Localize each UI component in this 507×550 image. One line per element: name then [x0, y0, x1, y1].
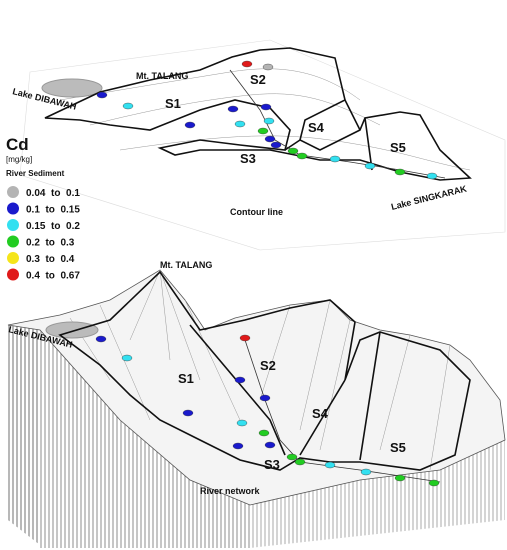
sample-point [97, 92, 107, 98]
sample-point [264, 118, 274, 124]
sample-point [365, 163, 375, 169]
sample-point [261, 104, 271, 110]
subcatchment-label: S2 [250, 72, 266, 87]
sample-point [122, 355, 132, 361]
legend-swatch [7, 203, 19, 215]
subcatchment-label: S4 [308, 120, 325, 135]
lake [42, 79, 102, 97]
sample-point [240, 335, 250, 341]
sample-point [185, 122, 195, 128]
mountain-label: Mt. TALANG [160, 260, 212, 270]
sample-point [123, 103, 133, 109]
subcatchment-label: S3 [240, 151, 256, 166]
legend-swatch [7, 269, 19, 281]
sample-point [96, 336, 106, 342]
sample-point [242, 61, 252, 67]
subcatchment-label: S5 [390, 440, 406, 455]
legend-label: 0.4 to 0.67 [26, 271, 80, 282]
subcatchment-label: S5 [390, 140, 406, 155]
legend-title: Cd [6, 135, 29, 154]
legend-unit: [mg/kg] [6, 155, 32, 164]
map-caption: Contour line [230, 207, 283, 217]
subcatchment-label: S3 [264, 457, 280, 472]
sample-point [429, 480, 439, 486]
sample-point [228, 106, 238, 112]
sample-point [427, 173, 437, 179]
sample-point [233, 443, 243, 449]
legend-label: 0.1 to 0.15 [26, 205, 80, 216]
legend-label: 0.2 to 0.3 [26, 238, 75, 249]
sample-point [265, 442, 275, 448]
sample-point [235, 121, 245, 127]
legend-subtitle: River Sediment [6, 169, 65, 178]
subcatchment-label: S4 [312, 406, 329, 421]
sample-point [395, 475, 405, 481]
legend-swatch [7, 252, 19, 264]
legend-swatch [7, 236, 19, 248]
sample-point [288, 148, 298, 154]
sample-point [265, 136, 275, 142]
sample-point [295, 459, 305, 465]
sample-point [235, 377, 245, 383]
map-caption: River network [200, 486, 261, 496]
legend-label: 0.3 to 0.4 [26, 254, 75, 265]
sample-point [287, 454, 297, 460]
legend-swatch [7, 186, 19, 198]
block-side [8, 325, 40, 545]
sample-point [259, 430, 269, 436]
sample-point [325, 462, 335, 468]
terrain-block: Mt. TALANG S1 S2 S3 S4 S5 Lake DIBAWAH R… [8, 260, 505, 548]
figure: Mt. TALANG S2 S1 S3 S4 S5 Lake DIBAWAH L… [0, 0, 507, 550]
mountain-label: Mt. TALANG [136, 71, 188, 81]
legend-swatch [7, 219, 19, 231]
sample-point [263, 64, 273, 70]
sample-point [271, 142, 281, 148]
legend-label: 0.04 to 0.1 [26, 188, 80, 199]
sample-point [297, 153, 307, 159]
sample-point [237, 420, 247, 426]
subcatchment-label: S1 [178, 371, 194, 386]
sample-point [258, 128, 268, 134]
subcatchment-label: S2 [260, 358, 276, 373]
legend-label: 0.15 to 0.2 [26, 221, 80, 232]
top-map: Mt. TALANG S2 S1 S3 S4 S5 Lake DIBAWAH L… [12, 40, 505, 250]
subcatchment-label: S1 [165, 96, 181, 111]
sample-point [395, 169, 405, 175]
sample-point [183, 410, 193, 416]
sample-point [260, 395, 270, 401]
sample-point [361, 469, 371, 475]
sample-point [330, 156, 340, 162]
